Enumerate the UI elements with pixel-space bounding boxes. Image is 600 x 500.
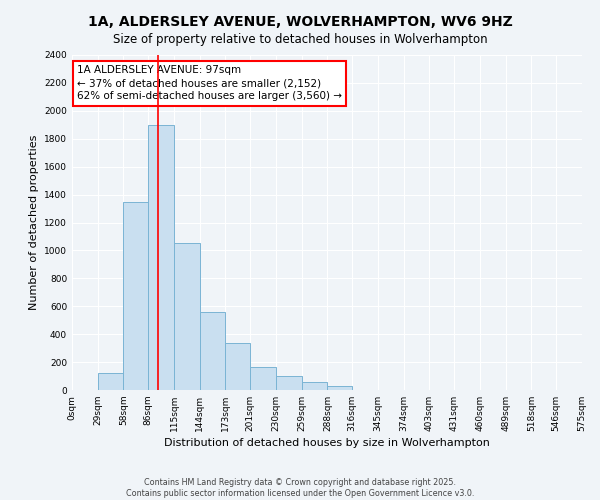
Text: Contains HM Land Registry data © Crown copyright and database right 2025.
Contai: Contains HM Land Registry data © Crown c… [126, 478, 474, 498]
Bar [302, 382, 328, 390]
Bar [226, 343, 250, 390]
Bar [124, 202, 148, 390]
Bar [148, 125, 174, 390]
Y-axis label: Number of detached properties: Number of detached properties [29, 135, 38, 310]
Bar [276, 376, 302, 390]
Bar [200, 312, 226, 390]
X-axis label: Distribution of detached houses by size in Wolverhampton: Distribution of detached houses by size … [164, 438, 490, 448]
Text: 1A ALDERSLEY AVENUE: 97sqm
← 37% of detached houses are smaller (2,152)
62% of s: 1A ALDERSLEY AVENUE: 97sqm ← 37% of deta… [77, 65, 342, 102]
Text: 1A, ALDERSLEY AVENUE, WOLVERHAMPTON, WV6 9HZ: 1A, ALDERSLEY AVENUE, WOLVERHAMPTON, WV6… [88, 15, 512, 29]
Bar [250, 367, 276, 390]
Text: Size of property relative to detached houses in Wolverhampton: Size of property relative to detached ho… [113, 32, 487, 46]
Bar [98, 372, 124, 390]
Bar [174, 244, 200, 390]
Bar [328, 386, 352, 390]
